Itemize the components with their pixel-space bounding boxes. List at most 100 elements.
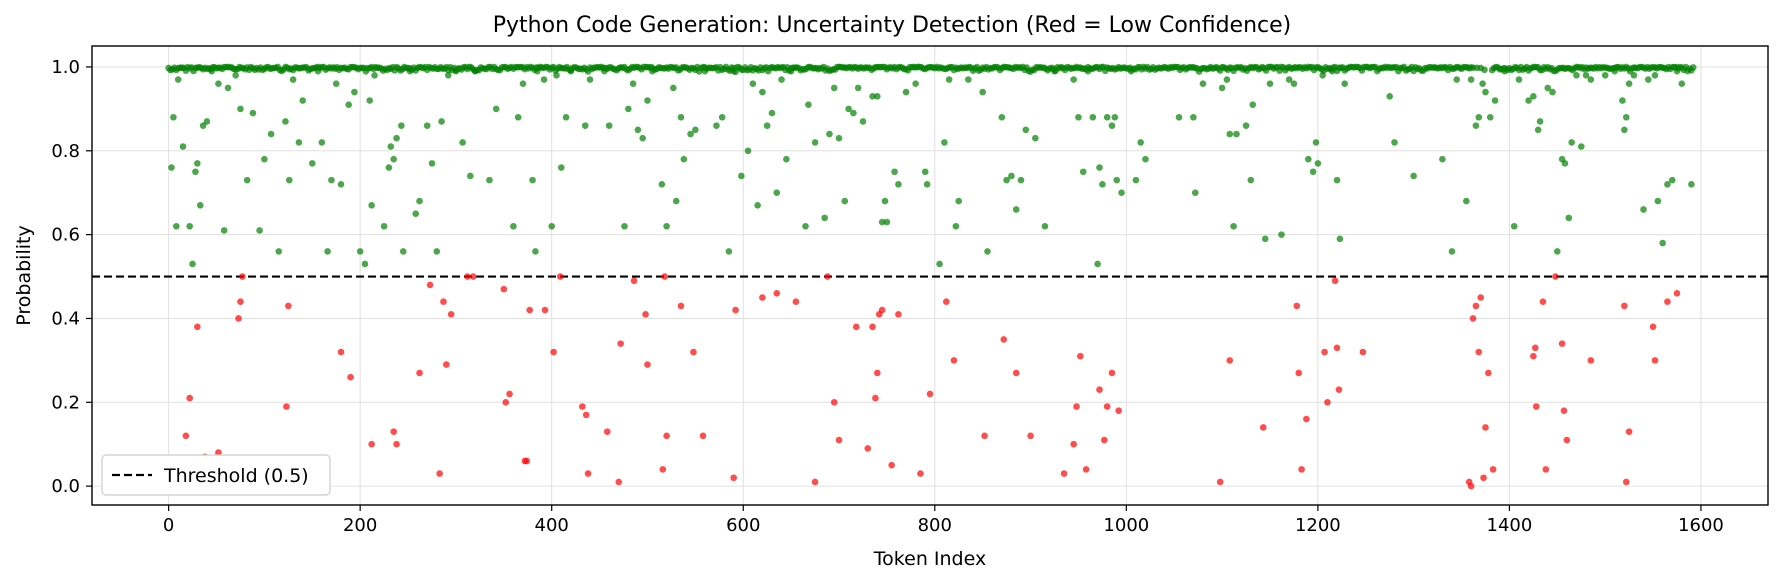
low-confidence-point xyxy=(1303,415,1310,423)
high-confidence-point xyxy=(1644,76,1652,83)
high-confidence-point xyxy=(324,248,331,255)
high-confidence-point xyxy=(232,72,239,79)
high-confidence-point xyxy=(1328,67,1336,75)
high-confidence-series xyxy=(165,63,1697,268)
high-confidence-point xyxy=(174,76,182,83)
high-confidence-point xyxy=(1032,134,1039,142)
high-confidence-point xyxy=(768,109,776,117)
high-confidence-point xyxy=(548,222,556,230)
high-confidence-point xyxy=(423,122,431,129)
high-confidence-point xyxy=(208,67,216,75)
low-confidence-point xyxy=(869,323,876,331)
high-confidence-point xyxy=(1510,222,1518,230)
high-confidence-point xyxy=(725,248,733,255)
low-confidence-point xyxy=(824,273,831,280)
high-confidence-point xyxy=(701,67,709,75)
high-confidence-point xyxy=(754,201,761,209)
low-confidence-point xyxy=(443,361,450,368)
low-confidence-point xyxy=(773,290,781,297)
high-confidence-point xyxy=(1472,122,1480,129)
low-confidence-point xyxy=(1482,424,1489,431)
low-confidence-point xyxy=(1622,478,1630,486)
low-confidence-point xyxy=(864,445,872,452)
low-confidence-point xyxy=(942,298,950,305)
high-confidence-point xyxy=(1084,67,1092,75)
high-confidence-point xyxy=(416,197,423,205)
high-confidence-point xyxy=(1664,181,1671,188)
high-confidence-point xyxy=(406,67,414,75)
high-confidence-point xyxy=(921,168,929,176)
high-confidence-point xyxy=(1625,80,1633,88)
high-confidence-point xyxy=(1290,80,1298,88)
low-confidence-point xyxy=(835,436,843,444)
high-confidence-point xyxy=(586,76,594,83)
high-confidence-point xyxy=(1678,80,1686,88)
high-confidence-point xyxy=(1530,93,1537,100)
low-confidence-point xyxy=(1485,369,1492,377)
high-confidence-point xyxy=(1137,139,1144,146)
high-confidence-point xyxy=(634,126,642,134)
low-confidence-point xyxy=(1558,340,1566,347)
high-confidence-point xyxy=(186,222,193,230)
high-confidence-point xyxy=(299,97,306,104)
high-confidence-point xyxy=(168,164,175,171)
high-confidence-point xyxy=(1619,97,1626,104)
high-confidence-point xyxy=(581,122,589,129)
high-confidence-point xyxy=(773,189,781,197)
low-confidence-point xyxy=(1359,348,1367,356)
high-confidence-point xyxy=(351,88,358,96)
high-confidence-point xyxy=(361,260,369,268)
high-confidence-point xyxy=(1113,176,1121,184)
high-confidence-point xyxy=(1659,239,1666,247)
x-tick-label: 600 xyxy=(726,515,760,536)
high-confidence-point xyxy=(444,72,452,79)
high-confidence-point xyxy=(1630,72,1638,79)
low-confidence-point xyxy=(1621,302,1628,310)
low-confidence-point xyxy=(1542,466,1550,473)
high-confidence-point xyxy=(787,67,795,75)
high-confidence-point xyxy=(492,105,500,113)
low-confidence-point xyxy=(1539,298,1547,305)
low-confidence-point xyxy=(1467,482,1475,490)
legend-threshold-label: Threshold (0.5) xyxy=(163,465,309,487)
high-confidence-point xyxy=(1448,248,1456,255)
high-confidence-point xyxy=(1103,113,1111,121)
high-confidence-point xyxy=(1640,206,1647,213)
low-confidence-point xyxy=(603,428,611,435)
low-confidence-point xyxy=(550,348,557,356)
low-confidence-point xyxy=(732,306,739,314)
low-confidence-point xyxy=(661,273,669,280)
low-confidence-point xyxy=(436,470,443,477)
low-confidence-point xyxy=(283,403,290,410)
high-confidence-point xyxy=(282,118,289,125)
low-confidence-point xyxy=(1651,357,1659,364)
high-confidence-point xyxy=(759,88,766,96)
high-confidence-point xyxy=(1525,97,1532,104)
low-confidence-point xyxy=(917,470,924,477)
high-confidence-point xyxy=(1549,88,1556,96)
high-confidence-point xyxy=(1688,181,1695,188)
x-tick-label: 0 xyxy=(163,515,174,536)
low-confidence-point xyxy=(981,432,988,440)
low-confidence-point xyxy=(1073,403,1080,410)
plot-frame xyxy=(91,45,1769,506)
high-confidence-point xyxy=(805,101,812,108)
low-confidence-point xyxy=(416,369,423,377)
low-confidence-point xyxy=(1027,432,1034,440)
low-confidence-point xyxy=(426,281,434,289)
low-confidence-point xyxy=(1625,428,1633,435)
high-confidence-point xyxy=(314,67,322,75)
high-confidence-point xyxy=(1479,80,1486,88)
high-confidence-point xyxy=(1491,97,1499,104)
low-confidence-point xyxy=(390,428,397,435)
low-confidence-point xyxy=(1475,348,1483,356)
high-confidence-point xyxy=(519,80,527,88)
x-tick-label: 1000 xyxy=(1103,515,1149,536)
high-confidence-point xyxy=(1051,67,1058,75)
high-confidence-point xyxy=(1673,67,1681,75)
low-confidence-point xyxy=(852,323,860,331)
high-confidence-point xyxy=(835,134,843,142)
high-confidence-point xyxy=(672,197,680,205)
high-confidence-point xyxy=(1587,76,1595,83)
